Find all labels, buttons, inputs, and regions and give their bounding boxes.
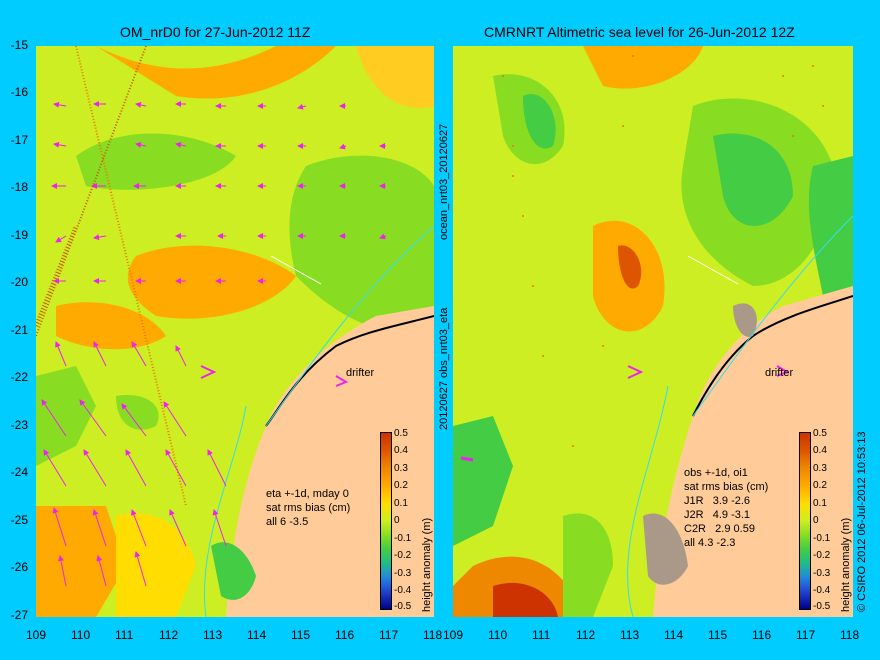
right-annotation: obs +-1d, oi1 sat rms bias (cm) J1R 3.9 … [684, 467, 769, 549]
right-colorbar-label: height anomaly (m) [840, 517, 852, 612]
drifter-marker [627, 365, 644, 379]
side-label-top: ocean_nrt03_20120627 [438, 123, 450, 240]
height-low-patch [76, 133, 236, 190]
coast-contour [203, 405, 247, 617]
credit-label: © CSIRO 2012 06-Jul-2012 10:53:13 [856, 431, 868, 612]
left-map-title: OM_nrD0 for 27-Jun-2012 11Z [120, 24, 311, 40]
velocity-arrows [41, 101, 387, 587]
drifter-label: drifter [346, 367, 374, 379]
left-annotation: eta +-1d, mday 0 sat rms bias (cm) all 6… [266, 488, 351, 528]
left-colorbar-label: height anomaly (m) [421, 517, 433, 612]
right-map-title: CMRNRT Altimetric sea level for 26-Jun-2… [484, 24, 795, 40]
satellite-track [75, 46, 187, 507]
y-axis-ticks: -15 -16 -17 -18 -19 -20 -21 -22 -23 -24 … [10, 38, 28, 622]
height-high-patch [96, 46, 336, 99]
right-map[interactable]: drifter [453, 46, 853, 617]
left-colorbar-ticks: 0.5 0.4 0.3 0.2 0.1 0 -0.1 -0.2 -0.3 -0.… [394, 428, 412, 612]
drifter-marker [200, 365, 217, 379]
right-colorbar [799, 432, 811, 610]
left-colorbar [380, 432, 392, 610]
drifter-label: drifter [765, 367, 793, 379]
left-map[interactable]: drifter [36, 46, 434, 617]
right-colorbar-ticks: 0.5 0.4 0.3 0.2 0.1 0 -0.1 -0.2 -0.3 -0.… [813, 428, 831, 612]
side-label: 20120627 obs_nrt03_eta [438, 307, 450, 430]
left-x-axis-ticks: 109 110 111 112 113 114 115 116 117 118 [26, 628, 443, 642]
right-x-axis-ticks: 109 110 111 112 113 114 115 116 117 118 [443, 628, 860, 642]
altimeter-tracks [502, 55, 824, 447]
